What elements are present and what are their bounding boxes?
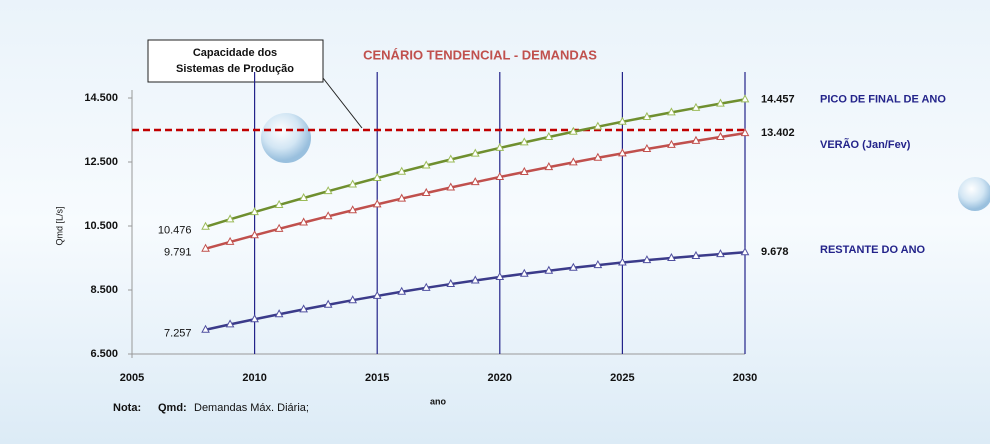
value-label: 9.791	[164, 247, 192, 259]
value-label: 9.678	[761, 246, 789, 258]
legend-label: PICO DE FINAL DE ANO	[820, 93, 946, 105]
y-tick-label: 14.500	[84, 92, 118, 104]
x-tick-label: 2010	[242, 372, 266, 384]
y-tick-label: 8.500	[90, 284, 118, 296]
y-tick-label: 6.500	[90, 348, 118, 360]
y-axis-title: Qmd [L/s]	[54, 206, 64, 245]
x-tick-label: 2025	[610, 372, 634, 384]
bubble	[261, 113, 311, 163]
note-term: Qmd:	[158, 402, 187, 414]
value-label: 13.402	[761, 127, 795, 139]
x-tick-label: 2020	[488, 372, 512, 384]
note-label: Nota:	[113, 402, 141, 414]
x-axis-title: ano	[430, 396, 447, 406]
note-text: Demandas Máx. Diária;	[194, 402, 309, 414]
legend-label: VERÃO (Jan/Fev)	[820, 138, 911, 151]
capacity-label: Capacidade dos	[193, 47, 277, 59]
y-tick-label: 12.500	[84, 156, 118, 168]
chart-title: CENÁRIO TENDENCIAL - DEMANDAS	[363, 47, 597, 62]
x-tick-label: 2005	[120, 372, 144, 384]
chart: CENÁRIO TENDENCIAL - DEMANDAS Qmd [L/s] …	[0, 0, 990, 444]
legend-label: RESTANTE DO ANO	[820, 244, 926, 256]
capacity-label: Sistemas de Produção	[176, 63, 294, 75]
value-label: 10.476	[158, 225, 192, 237]
value-label: 14.457	[761, 93, 795, 105]
y-tick-label: 10.500	[84, 220, 118, 232]
x-tick-label: 2015	[365, 372, 389, 384]
value-label: 7.257	[164, 328, 192, 340]
x-tick-label: 2030	[733, 372, 757, 384]
